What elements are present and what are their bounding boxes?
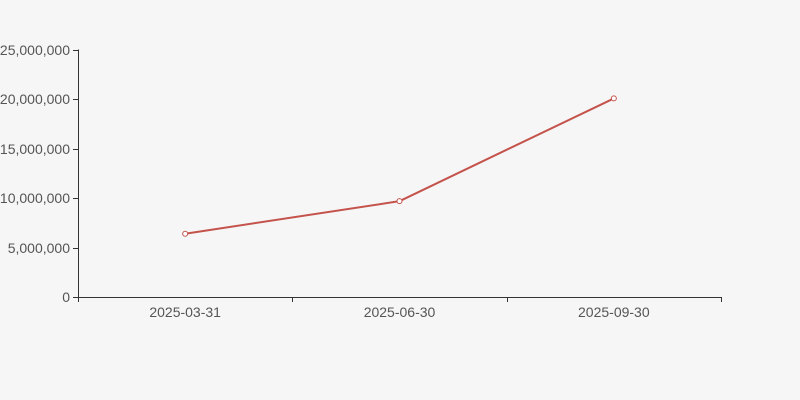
y-axis-tick-label: 25,000,000 — [0, 42, 70, 58]
y-axis-tick-label: 20,000,000 — [0, 91, 70, 107]
x-axis-tick-label: 2025-03-31 — [149, 304, 221, 320]
y-axis: 0 5,000,000 10,000,000 15,000,000 20,000,000… — [0, 42, 79, 305]
series-group — [182, 95, 617, 237]
x-axis-tick-label: 2025-06-30 — [364, 304, 436, 320]
series-line — [184, 97, 615, 235]
data-point-marker[interactable] — [610, 95, 617, 102]
y-axis-tick-label: 5,000,000 — [8, 240, 70, 256]
y-axis-tick-label: 15,000,000 — [0, 141, 70, 157]
x-axis: 2025-03-31 2025-06-30 2025-09-30 — [78, 297, 722, 320]
y-axis-tick-label: 0 — [62, 289, 70, 305]
data-point-marker[interactable] — [182, 230, 189, 237]
x-axis-tick-label: 2025-09-30 — [578, 304, 650, 320]
y-axis-tick-label: 10,000,000 — [0, 190, 70, 206]
data-point-marker[interactable] — [396, 198, 403, 205]
